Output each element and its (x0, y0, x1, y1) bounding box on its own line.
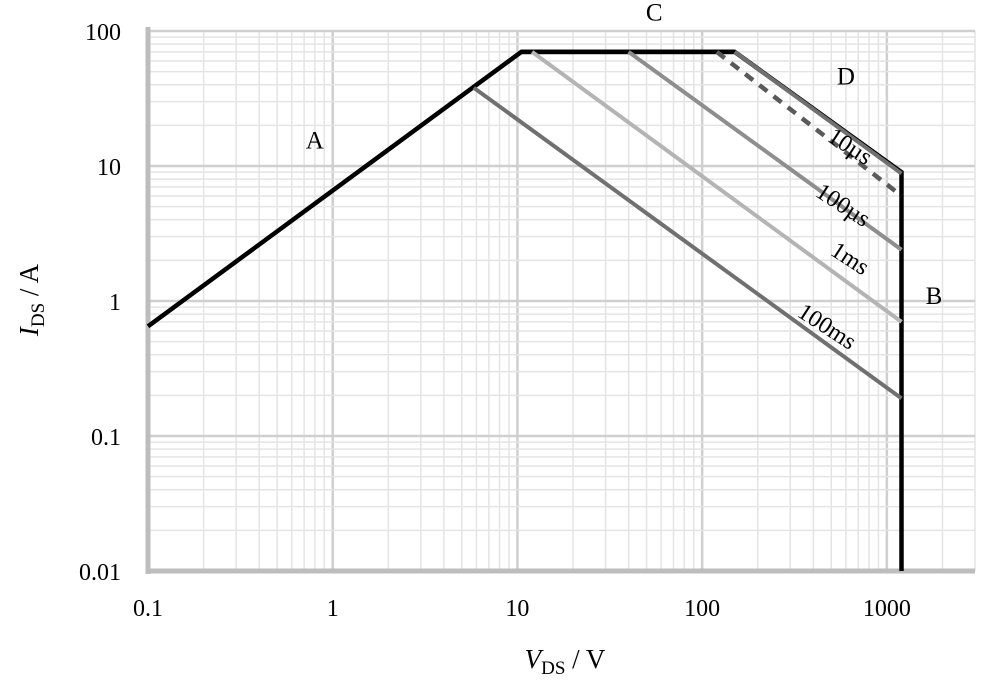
series-soa-boundary-line (146, 49, 904, 571)
x-tick-label: 10 (505, 596, 529, 622)
series-dashed-line (715, 50, 903, 198)
region-label: B (926, 283, 943, 310)
x-tick-label: 1000 (863, 596, 911, 622)
y-tick-label: 100 (85, 20, 121, 46)
y-tick-label: 0.01 (79, 560, 121, 586)
y-tick-label: 0.1 (91, 425, 121, 451)
series-10us-line (733, 50, 903, 176)
region-label: C (646, 0, 663, 26)
x-tick-label: 1 (327, 596, 339, 622)
series-100us-line (627, 50, 903, 252)
x-tick-label: 0.1 (133, 596, 163, 622)
region-label: A (306, 127, 324, 154)
tick-labels: 0.1 1 10 100 1000 0.01 0.1 1 10 100 (79, 20, 911, 622)
series-100ms-line (472, 86, 903, 401)
y-axis-title: IDS / A (14, 263, 49, 337)
x-axis-title: VDS / V (525, 644, 606, 679)
axes (145, 27, 975, 574)
region-label: D (837, 64, 855, 91)
grid-lines (146, 29, 976, 573)
x-tick-label: 100 (684, 596, 720, 622)
series-1ms-line (530, 50, 903, 324)
y-tick-label: 10 (97, 155, 121, 181)
curve-label: 1ms (826, 237, 874, 281)
series-lines (146, 49, 904, 571)
y-tick-label: 1 (109, 290, 121, 316)
